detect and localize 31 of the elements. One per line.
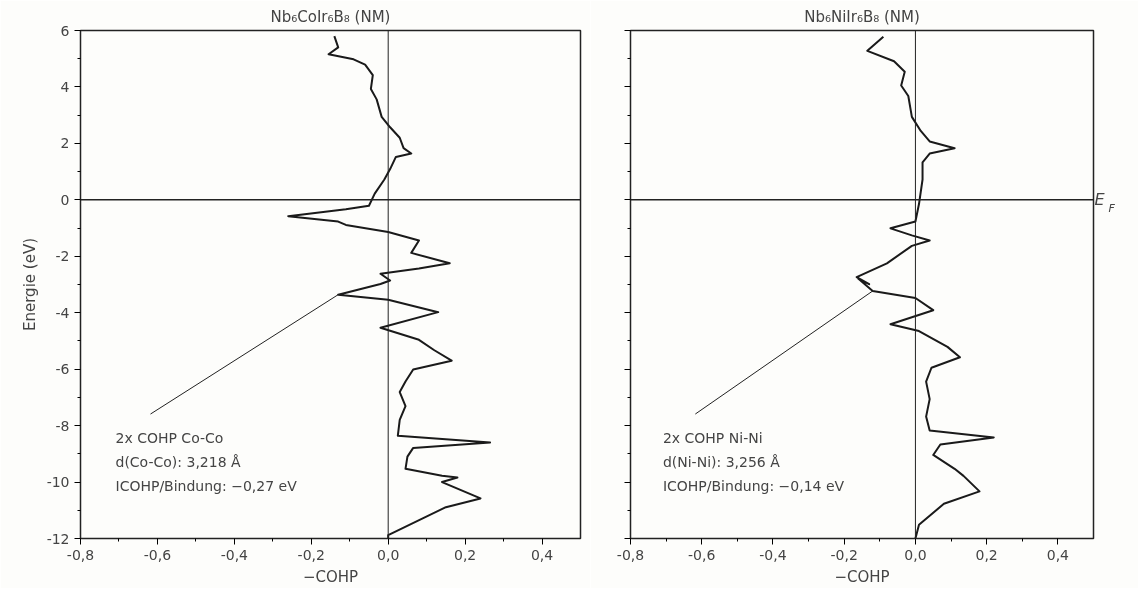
x-tick-label: -0,8 [616, 546, 645, 563]
chart-title: Nb₆CoIr₆B₈ (NM) [270, 7, 391, 26]
x-axis-title: −COHP [302, 567, 359, 586]
x-tick-label: -0,2 [297, 546, 325, 563]
x-axis-title: −COHP [834, 567, 890, 586]
chart-title: Nb₆NiIr₆B₈ (NM) [804, 7, 920, 26]
x-tick-label: 0,0 [904, 546, 927, 563]
x-tick-label: -0,2 [830, 546, 858, 563]
x-tick-label: -0,4 [220, 546, 249, 563]
annotation: 2x COHP Ni-Ni d(Ni-Ni): 3,256 Å ICOHP/Bindung: −0,14 eV [662, 430, 845, 495]
y-tick-label: 6 [60, 22, 70, 39]
x-tick-label: 0,2 [975, 546, 998, 563]
annotation: 2x COHP Co-Co d(Co-Co): 3,218 Å ICOHP/Bindung: −0,27 eV [115, 430, 298, 495]
y-tick-label: 2 [60, 135, 70, 152]
y-tick-label: 4 [60, 78, 70, 95]
x-tick-label: 0,0 [377, 546, 400, 563]
x-tick-label: 0,4 [530, 546, 554, 563]
x-tick-label: -0,6 [143, 546, 172, 563]
y-tick-label: -6 [55, 361, 70, 378]
y-tick-label: -4 [55, 304, 70, 321]
x-tick-label: 0,2 [453, 546, 477, 563]
x-tick-label: -0,6 [688, 546, 716, 563]
y-tick-label: -8 [55, 417, 70, 434]
x-tick-label: -0,8 [66, 546, 95, 563]
y-tick-label: -10 [46, 474, 70, 491]
y-tick-label: 0 [60, 191, 70, 208]
y-tick-label: -2 [55, 248, 70, 265]
x-tick-label: -0,4 [759, 546, 787, 563]
x-tick-label: 0,4 [1046, 546, 1070, 563]
y-axis-title: Energie (eV) [20, 238, 39, 331]
y-tick-label: -12 [46, 530, 70, 547]
